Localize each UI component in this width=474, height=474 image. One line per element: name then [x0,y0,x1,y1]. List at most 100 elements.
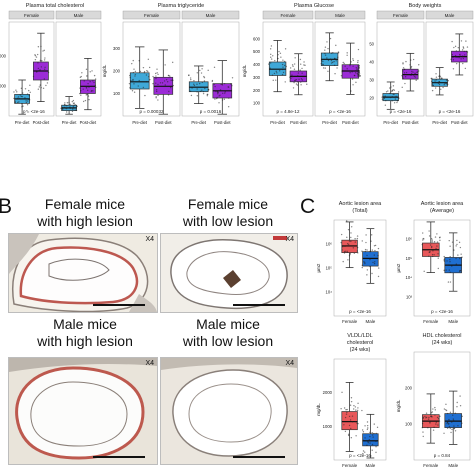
box-point [351,71,353,73]
box-point [381,98,384,100]
facet-label: Male [206,13,216,18]
x-tick-label: Female [423,463,439,468]
box-point [443,255,445,258]
box-point [369,250,371,252]
plot-title: Aortic lesion area [339,201,382,207]
box-point [272,79,274,82]
box-point [431,253,434,256]
box-point [392,88,394,91]
box-point [355,435,357,437]
box-point [373,245,376,247]
plot-title: Plasma Glucose [294,3,334,9]
box-point [454,430,457,432]
box-point [42,70,44,72]
box-point [61,108,64,110]
box-point [344,250,346,252]
box-box [341,411,358,431]
box-point [344,430,347,433]
y-tick-label: 30 [369,78,374,83]
box-point [196,91,198,93]
x-tick-label: Pre-diet [191,120,206,125]
box-point [129,76,131,79]
box-point [443,408,446,410]
box-point [333,60,335,63]
box-point [216,97,218,100]
box-point [369,265,371,268]
box-point [371,249,374,251]
box-point [43,78,46,80]
p-value-left: p = 0.00032 [140,109,164,114]
box-point [364,425,366,427]
box-point [290,77,292,79]
box-point [134,75,136,77]
box-point [462,47,465,49]
box-point [424,415,426,418]
box-point [456,239,458,242]
facet-strip [314,10,366,20]
box-point [405,60,407,63]
box-point [133,83,135,85]
box-point [459,55,462,57]
box-point [204,87,206,90]
box-point [138,79,140,82]
box-point [221,99,224,101]
box-point [28,99,31,101]
x-tick-label: Male [448,319,458,324]
box-point [466,46,469,48]
box-point [357,48,360,51]
box-point [164,64,166,66]
box-point [377,275,380,278]
y-tick-label: 10⁵ [406,256,413,261]
box-point [300,78,303,80]
box-point [443,260,446,262]
box-point [334,73,336,75]
y-tick-label: 300 [113,46,121,51]
box-point [350,90,352,92]
box-point [363,261,365,263]
box-point [82,88,84,90]
box-point [37,88,40,90]
box-point [350,61,352,63]
box-point [22,92,24,94]
box-point [428,230,430,232]
y-tick-label: 200 [253,88,261,93]
box-point [299,58,302,61]
box-point [46,82,49,84]
box-point [396,101,398,104]
box-point [44,66,46,69]
x-tick-label: Post-diet [214,120,231,125]
box-point [81,72,83,74]
box-point [462,56,464,58]
box-point [390,90,392,92]
histology-image-male-low: X4 [160,357,298,465]
box-point [427,427,429,429]
box-point [82,100,85,103]
box-point [34,58,37,61]
x-tick-label: Female [342,319,358,324]
plot-lesion-total: Aortic lesion area(Total) 10⁴ 10⁵ 10⁶ µm2 Fem… [316,201,387,324]
box-point [156,68,158,70]
box-point [296,84,299,86]
box-point [461,49,464,51]
box-point [433,426,435,428]
hist-label-female-high: Female mice with high lesion [37,196,133,229]
box-point [440,78,442,80]
box-point [460,40,463,42]
box-point [138,59,140,62]
box-point [374,261,376,263]
box-point [169,75,171,77]
box-point [171,61,174,64]
box-point [335,44,337,47]
box-point [421,422,424,425]
box-point [354,420,357,423]
box-point [72,99,75,102]
box-point [437,257,439,259]
box-point [435,247,437,250]
box-point [268,63,270,65]
box-point [403,68,406,71]
box-point [438,81,441,83]
box-point [69,106,71,108]
box-point [431,241,433,243]
box-point [436,233,438,235]
box-point [144,94,146,97]
